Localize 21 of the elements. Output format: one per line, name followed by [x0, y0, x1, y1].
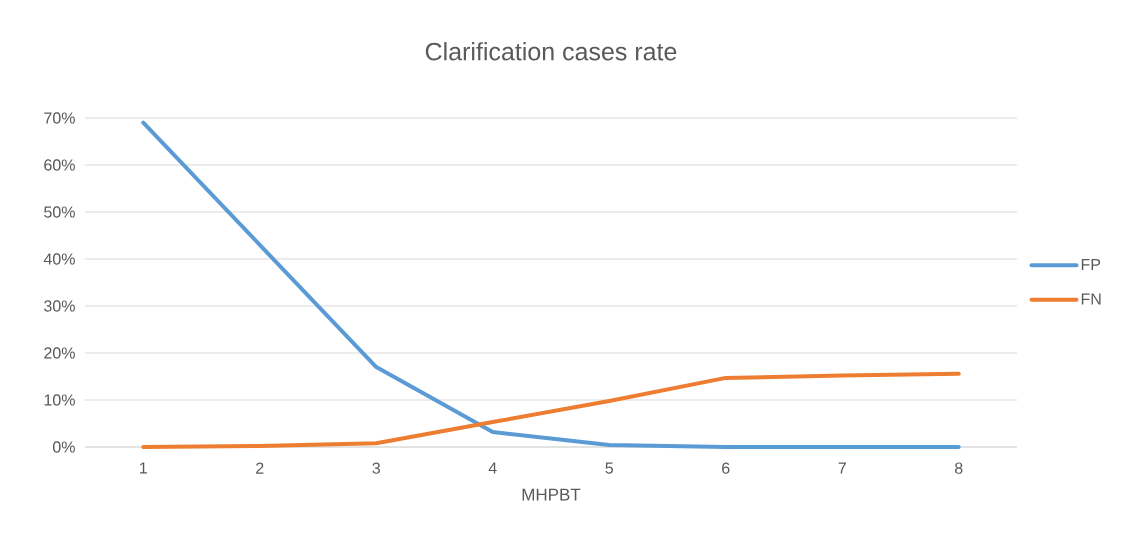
y-tick-label: 0%	[52, 441, 75, 453]
legend-label: FP	[1081, 258, 1101, 270]
x-tick-label: 1	[140, 462, 147, 474]
y-tick-label: 40%	[43, 253, 75, 265]
x-tick-label: 3	[372, 462, 380, 474]
x-tick-label: 2	[256, 462, 264, 474]
x-tick-label: 6	[722, 462, 730, 474]
x-tick-label: 7	[838, 462, 846, 474]
legend-label: FN	[1081, 293, 1101, 305]
x-tick-label: 4	[488, 462, 497, 474]
x-tick-label: 5	[605, 462, 614, 474]
y-tick-label: 50%	[44, 206, 75, 218]
y-tick-label: 70%	[44, 112, 75, 124]
y-tick-label: 20%	[44, 347, 75, 359]
line-series	[141, 371, 961, 449]
x-axis-title: MHPBT	[522, 488, 581, 501]
y-tick-label: 60%	[44, 159, 75, 171]
y-tick-label: 30%	[44, 300, 75, 312]
y-tick-label: 10%	[44, 394, 75, 406]
x-tick-label: 8	[954, 462, 963, 474]
chart-title: Clarification cases rate	[425, 42, 677, 61]
